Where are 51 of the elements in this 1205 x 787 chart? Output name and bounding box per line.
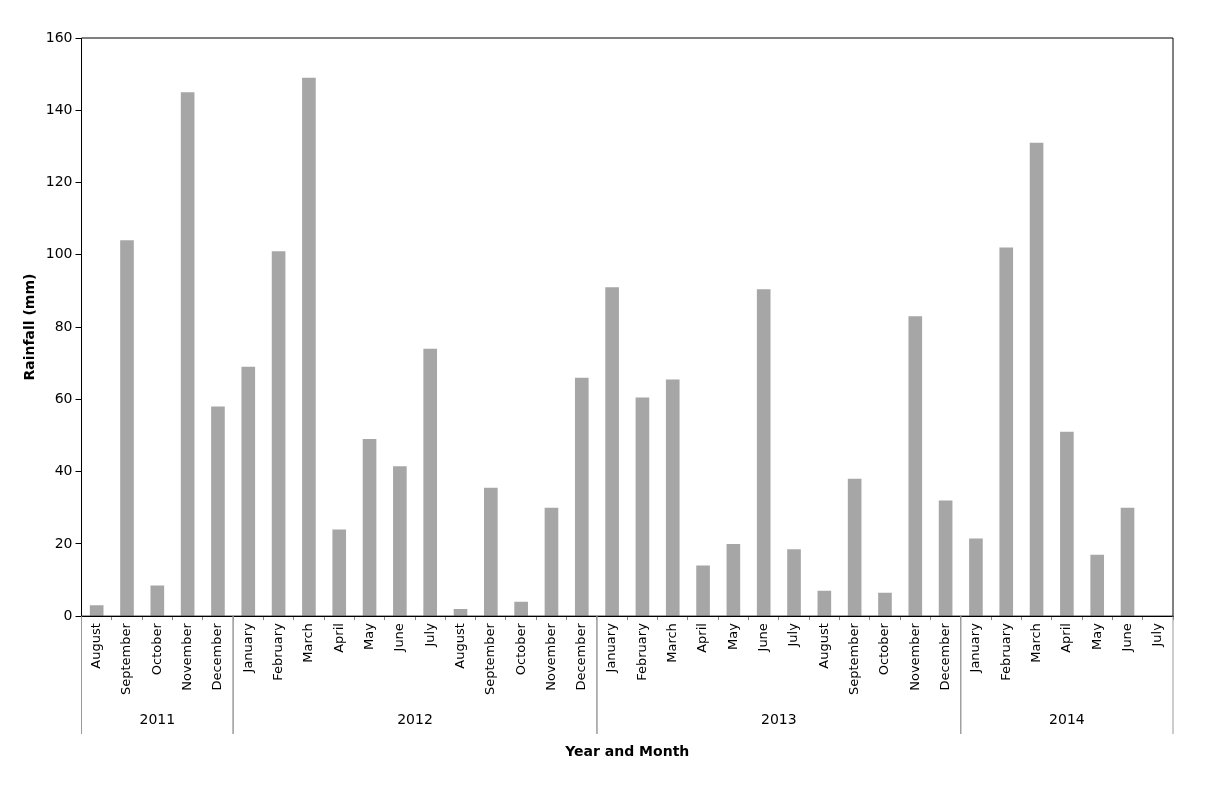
x-tick-label: August [88, 623, 104, 669]
x-tick-label: April [1058, 623, 1074, 653]
x-tick-label: January [239, 622, 255, 674]
text: 2013 [761, 710, 797, 727]
x-tick-label: October [512, 622, 528, 676]
x-tick-label: January [967, 622, 983, 674]
x-tick-label: May [360, 622, 376, 651]
text: 2014 [1049, 710, 1085, 727]
x-tick-label: July [421, 622, 437, 648]
y-tick-label: 80 [54, 317, 73, 334]
x-tick-label: October [148, 622, 164, 676]
x-tick-label: February [997, 622, 1013, 681]
x-tick-label: December [573, 622, 589, 691]
x-tick-label: August [815, 623, 831, 669]
x-axis-title: Year and Month [564, 742, 690, 759]
x-tick-label: September [846, 622, 862, 695]
text: 2012 [397, 710, 433, 727]
x-tick-label: March [300, 623, 316, 663]
x-tick-label: November [542, 622, 558, 691]
x-tick-label: March [1027, 623, 1043, 663]
x-tick-label: November [179, 622, 195, 691]
x-tick-label: June [391, 623, 407, 653]
y-tick-label: 140 [45, 100, 73, 117]
x-tick-label: December [936, 622, 952, 691]
x-tick-label: October [876, 622, 892, 676]
x-tick-label: November [906, 622, 922, 691]
x-tick-label: August [451, 623, 467, 669]
y-tick-label: 0 [63, 606, 73, 623]
y-tick-label: 60 [54, 389, 73, 406]
y-tick-label: 20 [54, 534, 73, 551]
x-tick-label: May [724, 622, 740, 651]
x-tick-label: March [664, 623, 680, 663]
x-tick-label: February [633, 622, 649, 681]
x-tick-label: September [118, 622, 134, 695]
x-tick-label: September [482, 622, 498, 695]
x-tick-label: April [694, 623, 710, 653]
x-tick-label: January [603, 622, 619, 674]
x-tick-label: July [1149, 622, 1165, 648]
x-tick-label: February [269, 622, 285, 681]
y-tick-label: 120 [45, 173, 73, 190]
y-tick-label: 40 [54, 462, 73, 479]
y-tick-label: 160 [45, 28, 73, 45]
x-tick-label: July [785, 622, 801, 648]
text: 2011 [139, 710, 176, 727]
x-tick-label: June [1118, 623, 1134, 653]
y-tick-label: 100 [45, 245, 73, 262]
y-axis-title: Rainfall (mm) [21, 273, 38, 381]
x-tick-label: June [755, 623, 771, 653]
x-tick-label: May [1088, 622, 1104, 651]
x-tick-label: December [209, 622, 225, 691]
x-tick-label: April [330, 623, 346, 653]
